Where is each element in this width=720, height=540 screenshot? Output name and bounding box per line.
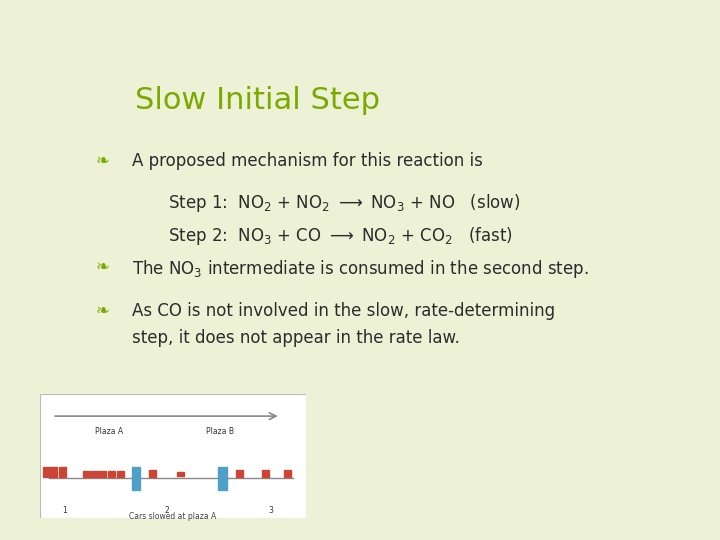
- Bar: [236, 470, 243, 473]
- Bar: [149, 474, 156, 477]
- Bar: [261, 470, 269, 473]
- Bar: [117, 470, 124, 474]
- Text: 2: 2: [164, 506, 168, 515]
- Bar: [42, 470, 50, 474]
- Bar: [261, 474, 269, 477]
- Text: step, it does not appear in the rate law.: step, it does not appear in the rate law…: [132, 329, 460, 347]
- Text: Step 1:  $\mathregular{NO_2}$ + $\mathregular{NO_2}$ $\longrightarrow$ $\mathreg: Step 1: $\mathregular{NO_2}$ + $\mathreg…: [168, 192, 521, 214]
- Bar: [42, 474, 50, 477]
- Text: ❧: ❧: [96, 152, 109, 170]
- Text: ❧: ❧: [96, 258, 109, 276]
- Text: 1: 1: [63, 506, 68, 515]
- Bar: [91, 470, 98, 474]
- Bar: [284, 474, 291, 477]
- Text: Cars slowed at plaza A: Cars slowed at plaza A: [129, 512, 217, 521]
- Bar: [58, 474, 66, 477]
- Bar: [132, 467, 140, 490]
- Bar: [50, 470, 58, 474]
- Bar: [99, 470, 107, 474]
- Text: 3: 3: [269, 506, 274, 515]
- Bar: [117, 474, 124, 477]
- Bar: [149, 470, 156, 473]
- Bar: [50, 474, 58, 477]
- Bar: [99, 474, 107, 477]
- Bar: [91, 474, 98, 477]
- Bar: [108, 474, 115, 477]
- Text: Step 2:  $\mathregular{NO_3}$ + CO $\longrightarrow$ $\mathregular{NO_2}$ + $\ma: Step 2: $\mathregular{NO_3}$ + CO $\long…: [168, 225, 513, 247]
- Bar: [58, 470, 66, 474]
- Bar: [50, 467, 58, 470]
- Text: Slow Initial Step: Slow Initial Step: [135, 85, 379, 114]
- Bar: [83, 474, 90, 477]
- Text: A proposed mechanism for this reaction is: A proposed mechanism for this reaction i…: [132, 152, 482, 170]
- Text: Plaza B: Plaza B: [207, 427, 235, 436]
- Bar: [83, 470, 90, 474]
- Bar: [42, 467, 50, 470]
- Text: As CO is not involved in the slow, rate-determining: As CO is not involved in the slow, rate-…: [132, 302, 555, 320]
- Bar: [108, 470, 115, 474]
- Bar: [177, 472, 184, 476]
- Bar: [58, 467, 66, 470]
- Bar: [284, 470, 291, 473]
- Bar: [236, 474, 243, 477]
- Text: The $\mathregular{NO_3}$ intermediate is consumed in the second step.: The $\mathregular{NO_3}$ intermediate is…: [132, 258, 588, 280]
- Text: Plaza A: Plaza A: [95, 427, 123, 436]
- Text: ❧: ❧: [96, 302, 109, 320]
- Bar: [218, 467, 227, 490]
